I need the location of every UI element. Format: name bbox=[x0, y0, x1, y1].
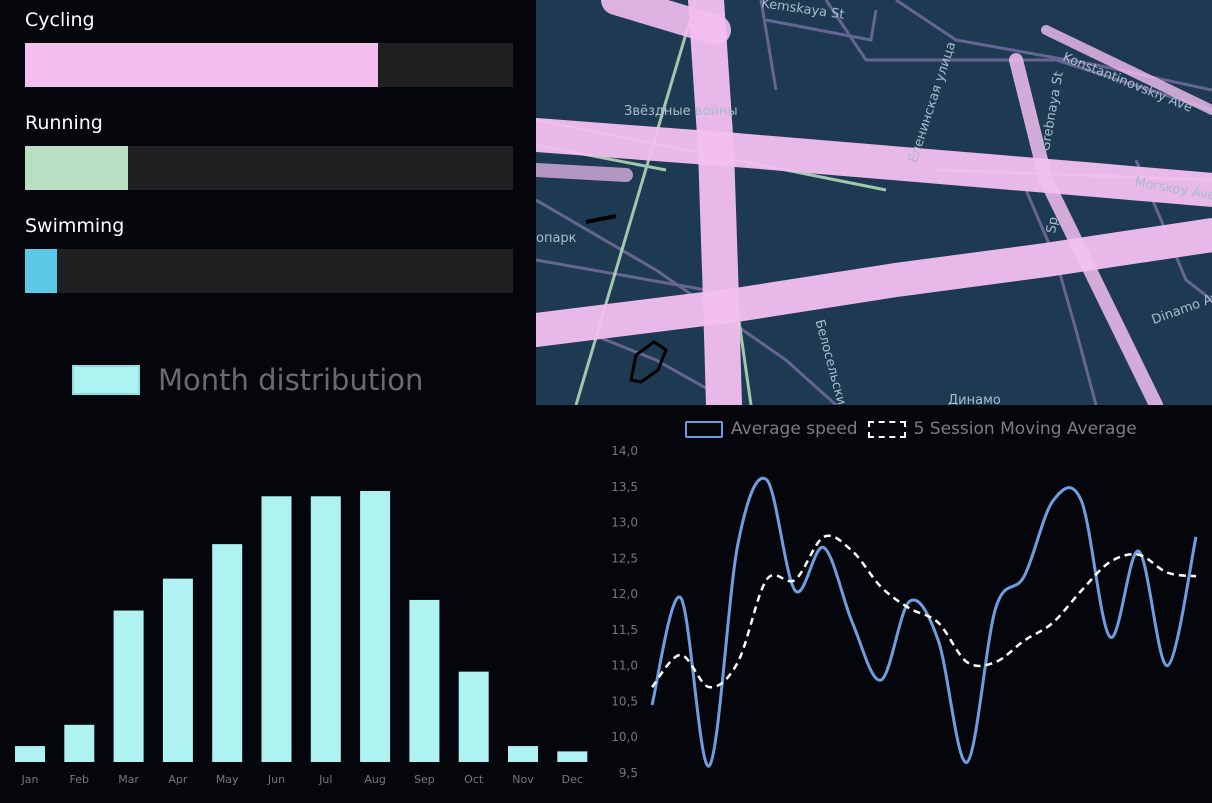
month-tick-label: Apr bbox=[168, 773, 188, 786]
route-map[interactable] bbox=[536, 0, 1212, 405]
cycling-route bbox=[536, 218, 1212, 347]
legend-label-average-speed[interactable]: Average speed bbox=[731, 419, 858, 439]
month-bar-mar[interactable] bbox=[113, 610, 144, 762]
map-street-label: Sp bbox=[1044, 215, 1062, 235]
road bbox=[759, 0, 778, 91]
cycling-route bbox=[536, 118, 1212, 207]
month-bar-nov[interactable] bbox=[508, 746, 538, 762]
month-bar-apr[interactable] bbox=[162, 578, 193, 762]
y-tick-label: 12,0 bbox=[611, 587, 638, 601]
y-tick-label: 11,5 bbox=[611, 623, 638, 637]
map-place-label: Динамо bbox=[948, 393, 1001, 405]
month-bar-sep[interactable] bbox=[409, 599, 440, 762]
month-bar-feb[interactable] bbox=[64, 724, 95, 762]
map-place-label: опарк bbox=[536, 231, 577, 246]
road bbox=[536, 258, 707, 292]
y-tick-label: 14,0 bbox=[611, 444, 638, 458]
month-bar-aug[interactable] bbox=[360, 490, 391, 762]
average-speed-chart: 14,0 13,5 13,0 12,5 12,0 11,5 11,0 10,5 10,0 9,5 bbox=[611, 444, 1198, 780]
sport-bar-fill-cycling bbox=[25, 43, 378, 87]
month-bar-oct[interactable] bbox=[458, 671, 489, 762]
month-legend[interactable]: Month distribution bbox=[72, 363, 423, 397]
month-tick-label: Feb bbox=[70, 773, 89, 786]
cycling-route bbox=[1009, 53, 1163, 405]
cycling-route bbox=[536, 163, 633, 182]
legend-label-moving-average[interactable]: 5 Session Moving Average bbox=[913, 419, 1137, 439]
pond-outline bbox=[629, 340, 668, 384]
sport-bar-track-swimming bbox=[25, 249, 513, 293]
cycling-routes bbox=[536, 0, 1212, 405]
month-tick-label: Oct bbox=[464, 773, 484, 786]
month-tick-label: Aug bbox=[364, 773, 385, 786]
month-distribution-chart: Jan Feb Mar Apr May Jun Jul Aug Sep Oct Nov Dec bbox=[15, 490, 588, 786]
sport-bar-track-running bbox=[25, 146, 513, 190]
month-tick-label: Jun bbox=[267, 773, 285, 786]
y-tick-label: 10,0 bbox=[611, 730, 638, 744]
cycling-route bbox=[601, 0, 731, 45]
cycling-route bbox=[688, 0, 742, 405]
moving-average-line[interactable] bbox=[651, 534, 1197, 689]
month-tick-label: Mar bbox=[118, 773, 139, 786]
month-tick-label: Nov bbox=[512, 773, 534, 786]
month-tick-label: Jan bbox=[21, 773, 39, 786]
month-legend-label: Month distribution bbox=[158, 363, 424, 397]
month-bar-jun[interactable] bbox=[261, 496, 292, 762]
y-tick-label: 12,5 bbox=[611, 551, 638, 565]
map-place-label: Звёздные войны bbox=[624, 104, 738, 119]
month-bar-may[interactable] bbox=[212, 544, 243, 762]
average-speed-panel: 14,0 13,5 13,0 12,5 12,0 11,5 11,0 10,5 10,0 9,5 … bbox=[600, 405, 1212, 803]
pier bbox=[585, 214, 617, 224]
month-tick-label: Sep bbox=[414, 773, 435, 786]
month-tick-label: May bbox=[216, 773, 239, 786]
month-bar-jan[interactable] bbox=[15, 746, 45, 762]
average-speed-line[interactable] bbox=[650, 476, 1198, 768]
month-legend-swatch bbox=[72, 365, 140, 395]
sport-label-swimming: Swimming bbox=[25, 215, 125, 237]
road bbox=[1024, 189, 1098, 405]
y-tick-label: 9,5 bbox=[619, 766, 638, 780]
month-distribution-panel: Jan Feb Mar Apr May Jun Jul Aug Sep Oct Nov Dec Mon… bbox=[0, 355, 600, 803]
sport-bar-fill-running bbox=[25, 146, 129, 190]
month-tick-label: Dec bbox=[562, 773, 583, 786]
road bbox=[824, 0, 1212, 112]
sport-bar-fill-swimming bbox=[25, 249, 58, 293]
month-tick-label: Jul bbox=[318, 773, 332, 786]
month-bar-jul[interactable] bbox=[310, 496, 341, 762]
legend-swatch-moving-average[interactable] bbox=[867, 420, 906, 438]
cycling-route bbox=[1041, 25, 1212, 115]
speed-legend: Average speed 5 Session Moving Average bbox=[685, 419, 1137, 439]
y-tick-label: 13,0 bbox=[611, 516, 638, 530]
month-bar-dec[interactable] bbox=[557, 751, 588, 762]
sport-label-cycling: Cycling bbox=[25, 9, 95, 31]
route-heatmap[interactable]: Kemskaya St Звёздные войны Еленинская ул… bbox=[536, 0, 1212, 405]
road bbox=[765, 9, 878, 42]
y-tick-label: 10,5 bbox=[611, 694, 638, 708]
y-tick-label: 13,5 bbox=[611, 480, 638, 494]
sport-bar-track-cycling bbox=[25, 43, 513, 87]
running-route bbox=[574, 0, 698, 405]
sport-label-running: Running bbox=[25, 112, 103, 134]
legend-swatch-average-speed[interactable] bbox=[685, 420, 723, 438]
sport-distribution-panel: Cycling Running Swimming bbox=[0, 0, 536, 360]
y-tick-label: 11,0 bbox=[611, 659, 638, 673]
